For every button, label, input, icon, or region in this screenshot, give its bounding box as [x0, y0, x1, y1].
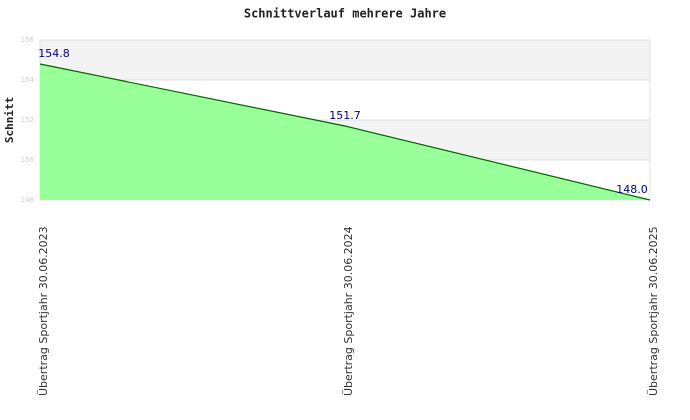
x-tick-label: Übertrag Sportjahr 30.06.2023 — [37, 226, 50, 396]
y-tick-label: 156 — [21, 36, 35, 44]
y-tick-label: 154 — [21, 76, 35, 84]
value-label: 154.8 — [38, 47, 70, 60]
x-tick-label: Übertrag Sportjahr 30.06.2024 — [342, 226, 355, 396]
x-tick-label: Übertrag Sportjahr 30.06.2025 — [647, 226, 660, 396]
value-label: 148.0 — [616, 183, 648, 196]
y-tick-label: 150 — [21, 156, 34, 164]
line — [39, 63, 651, 201]
chart-title: Schnittverlauf mehrere Jahre — [244, 7, 446, 21]
area — [40, 64, 650, 200]
value-label: 151.7 — [329, 109, 361, 122]
y-tick-label: 148 — [21, 196, 34, 204]
y-tick-label: 152 — [21, 116, 34, 124]
grid-band — [40, 40, 650, 80]
y-axis-label: Schnitt — [3, 97, 16, 143]
